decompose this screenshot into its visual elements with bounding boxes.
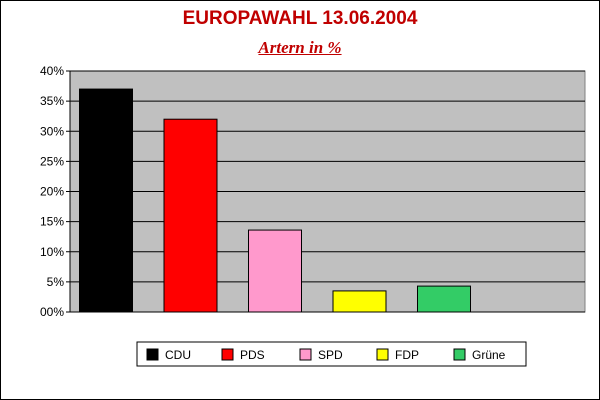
bar-cdu: [79, 88, 133, 313]
legend-swatch: [146, 348, 159, 361]
bar-spd: [248, 229, 302, 313]
y-tick-label: 35%: [40, 94, 64, 108]
bars: [79, 88, 471, 313]
legend: CDU PDS SPD FDP Grüne: [136, 341, 527, 367]
y-tick-label: 25%: [40, 154, 64, 168]
bar-fdp: [332, 290, 387, 313]
legend-label: CDU: [165, 348, 191, 362]
y-tick-label: 30%: [40, 124, 64, 138]
bar-pds: [163, 118, 218, 313]
y-axis-ticks: 00% 5% 10% 15% 20% 25% 30% 35% 40%: [40, 64, 70, 319]
legend-swatch: [453, 348, 466, 361]
legend-swatch: [299, 348, 312, 361]
legend-label: Grüne: [472, 348, 506, 362]
gridlines: [70, 70, 585, 283]
y-tick-label: 00%: [40, 305, 64, 319]
legend-label: SPD: [318, 348, 343, 362]
bar-gr-ne: [417, 285, 471, 313]
legend-label: FDP: [395, 348, 419, 362]
y-tick-label: 10%: [40, 245, 64, 259]
y-tick-label: 40%: [40, 64, 64, 78]
y-tick-label: 15%: [40, 215, 64, 229]
y-tick-label: 20%: [40, 185, 64, 199]
y-tick-label: 5%: [47, 275, 65, 289]
legend-swatch: [376, 348, 389, 361]
chart-title: EUROPAWAHL 13.06.2004: [182, 8, 418, 29]
chart-subtitle: Artern in %: [258, 38, 342, 57]
legend-swatch: [221, 348, 234, 361]
legend-label: PDS: [240, 348, 265, 362]
